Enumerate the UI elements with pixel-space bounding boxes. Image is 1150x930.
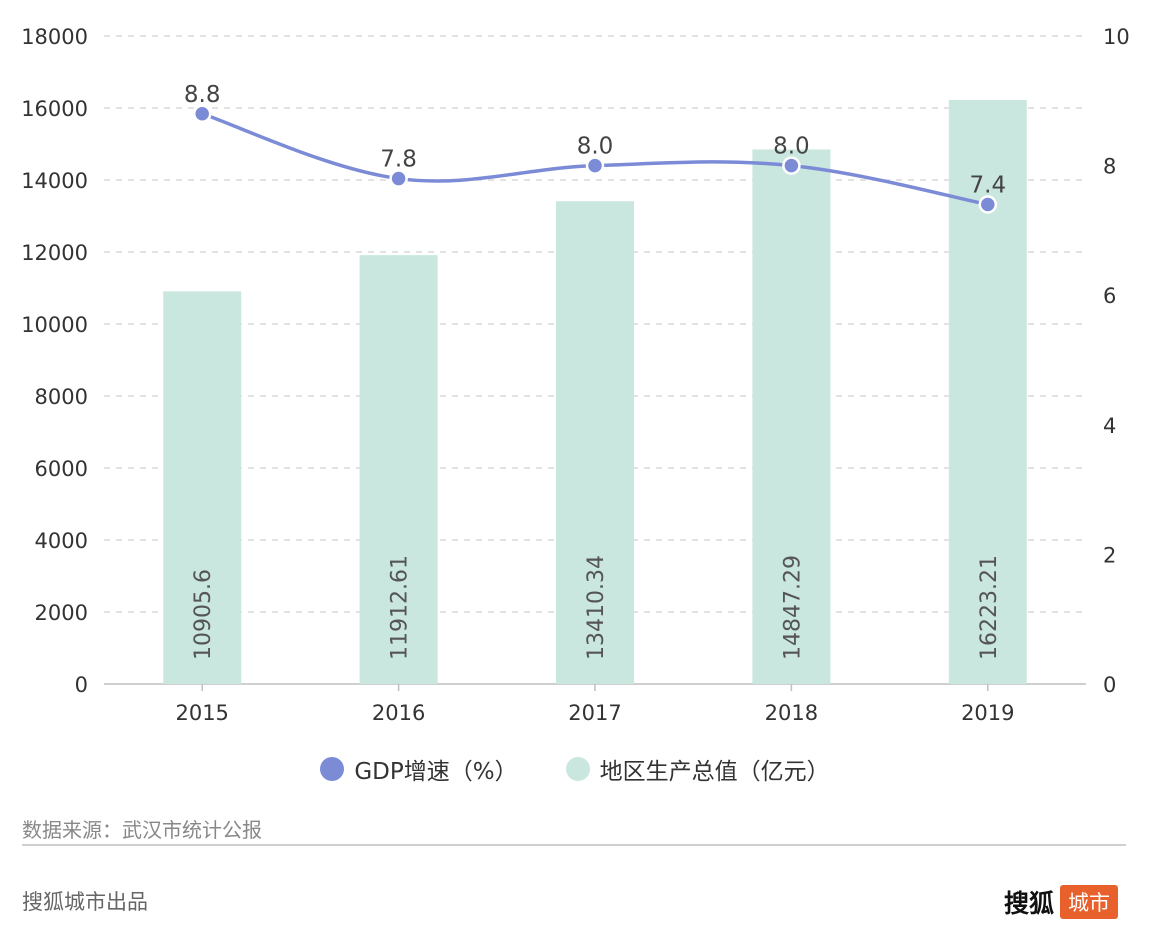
- bar: [556, 201, 634, 684]
- y-right-tick-label: 2: [1103, 543, 1116, 567]
- bar: [163, 291, 242, 684]
- legend-swatch-bar: [565, 757, 590, 781]
- y-left-tick-label: 6000: [35, 457, 88, 481]
- bar-value-label: 14847.29: [780, 555, 805, 660]
- legend-item-gdp-total[interactable]: 地区生产总值（亿元）: [565, 752, 830, 786]
- logo-badge: 城市: [1060, 885, 1118, 919]
- growth-value-label: 7.8: [380, 147, 417, 173]
- growth-value-label: 8.0: [773, 134, 810, 160]
- divider: [22, 844, 1126, 846]
- data-source: 数据来源：武汉市统计公报: [22, 818, 262, 842]
- growth-point: [192, 104, 212, 124]
- bar: [752, 149, 831, 684]
- bar-value-label: 13410.34: [584, 555, 609, 660]
- y-right-tick-label: 6: [1103, 284, 1116, 308]
- x-tick-label: 2016: [372, 701, 425, 725]
- growth-point: [782, 156, 801, 175]
- growth-point: [978, 195, 998, 214]
- legend-swatch-line: [320, 757, 345, 781]
- y-right-tick-label: 10: [1103, 25, 1130, 49]
- growth-value-label: 8.8: [184, 82, 221, 108]
- x-tick-label: 2015: [175, 701, 228, 725]
- y-left-tick-label: 8000: [35, 385, 88, 409]
- bar-value-label: 11912.61: [388, 555, 413, 660]
- growth-value-label: 8.0: [577, 134, 614, 160]
- y-left-tick-label: 16000: [21, 97, 88, 121]
- growth-value-label: 7.4: [970, 172, 1007, 198]
- gdp-chart: 0 2000 4000 6000 8000 10000 12000 14000 16000 180…: [21, 25, 1130, 725]
- x-tick-label: 2019: [961, 701, 1014, 725]
- sohu-city-logo: 搜狐 城市: [1004, 884, 1118, 920]
- footer-credit: 搜狐城市出品: [22, 890, 148, 914]
- y-right-tick-label: 4: [1103, 414, 1116, 438]
- y-left-tick-label: 14000: [21, 169, 88, 193]
- x-tick-label: 2018: [765, 701, 818, 725]
- bar-value-label: 10905.6: [191, 569, 216, 660]
- growth-point: [389, 169, 408, 188]
- y-left-tick-label: 12000: [21, 241, 88, 265]
- logo-text: 搜狐: [1003, 889, 1054, 918]
- bar-value-label: 16223.21: [977, 555, 1002, 660]
- legend-item-gdp-growth[interactable]: GDP增速（%）: [320, 752, 518, 786]
- x-tick-label: 2017: [568, 701, 621, 725]
- y-left-tick-label: 18000: [21, 25, 88, 49]
- growth-point: [585, 156, 605, 175]
- legend: GDP增速（%） 地区生产总值（亿元）: [0, 752, 1150, 786]
- y-right-tick-label: 8: [1103, 155, 1116, 179]
- legend-label-gdp-growth: GDP增速（%）: [354, 759, 518, 785]
- y-left-tick-label: 0: [75, 673, 88, 697]
- y-right-tick-label: 0: [1103, 673, 1116, 697]
- y-left-tick-label: 10000: [21, 313, 88, 337]
- bar: [359, 255, 438, 684]
- y-left-tick-label: 4000: [35, 529, 88, 553]
- legend-label-gdp-total: 地区生产总值（亿元）: [599, 759, 830, 785]
- y-left-tick-label: 2000: [35, 601, 88, 625]
